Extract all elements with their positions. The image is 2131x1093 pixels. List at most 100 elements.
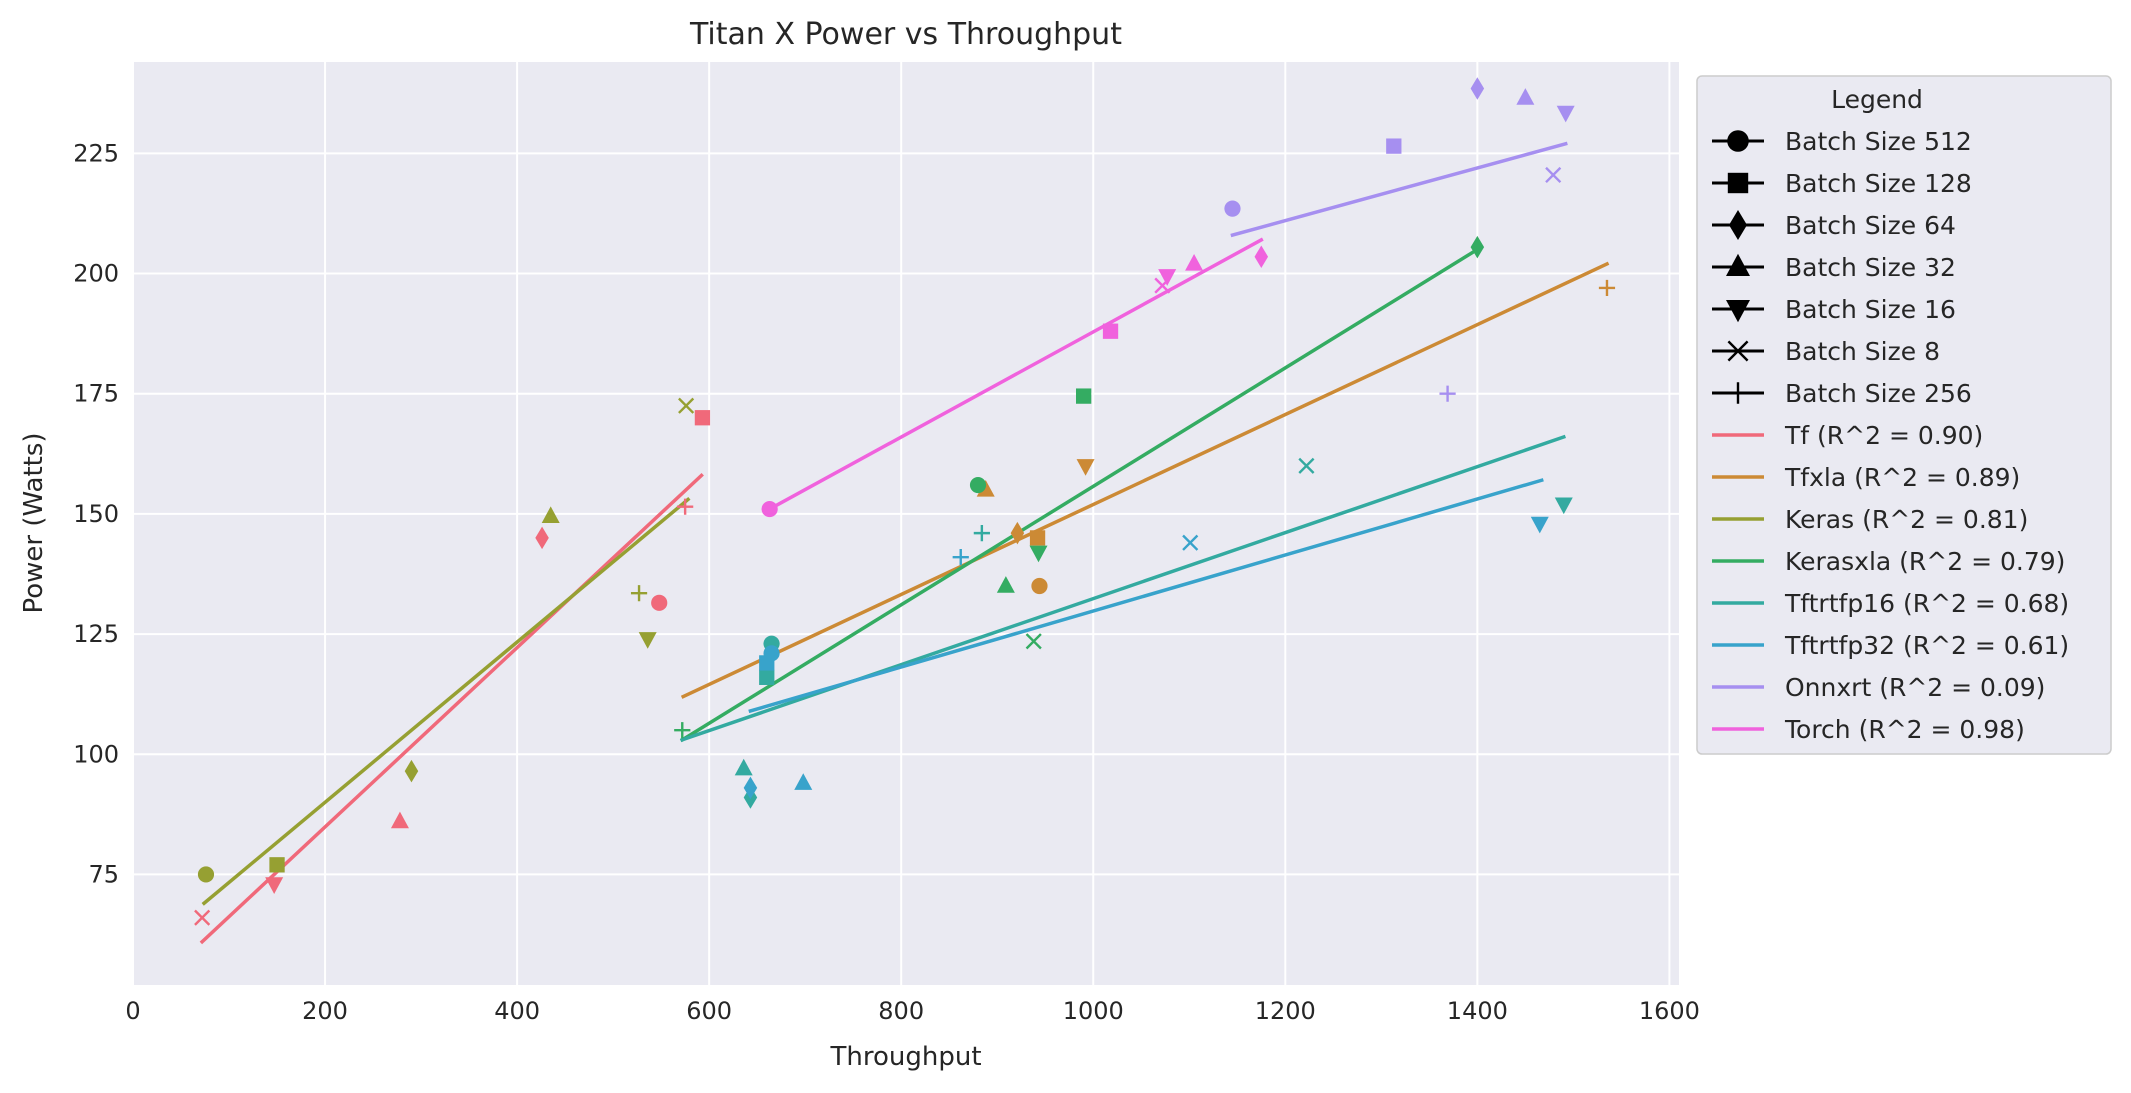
data-point-triangle-down	[1530, 516, 1549, 534]
regression-line	[1230, 141, 1568, 238]
legend-label: Batch Size 128	[1785, 169, 1972, 198]
legend-label: Batch Size 256	[1785, 379, 1972, 408]
legend-box	[1696, 75, 2112, 755]
legend-label: Batch Size 32	[1785, 253, 1956, 282]
data-point-plus	[630, 585, 648, 602]
y-tick-label: 200	[73, 260, 119, 288]
data-point-triangle-up	[794, 773, 813, 790]
legend-label: Keras (R^2 = 0.81)	[1785, 505, 2028, 534]
data-point-square	[694, 410, 711, 426]
data-point-x	[1025, 633, 1042, 650]
data-point-x	[678, 397, 695, 414]
y-tick-label: 75	[88, 860, 119, 888]
data-point-diamond	[404, 759, 419, 783]
y-tick-label: 150	[73, 500, 119, 528]
legend-marker-square	[1727, 172, 1749, 194]
data-point-square	[759, 655, 775, 671]
legend-marker-x	[1727, 340, 1749, 362]
data-point-square	[1102, 323, 1119, 339]
legend-marker-diamond	[1729, 210, 1747, 240]
regression-line	[201, 496, 691, 906]
legend: Legend Batch Size 512 Batch Size 128 Batch…	[1696, 75, 2112, 755]
data-point-diamond	[1470, 235, 1485, 259]
legend-label: Tfxla (R^2 = 0.89)	[1784, 463, 2020, 492]
y-axis-label: Power (Watts)	[19, 432, 49, 613]
y-tick-label: 175	[73, 380, 119, 408]
data-point-circle	[969, 476, 987, 494]
data-point-triangle-down	[1076, 459, 1095, 476]
data-point-triangle-down	[1029, 545, 1048, 563]
data-point-diamond	[743, 776, 758, 800]
y-tick-label: 225	[73, 139, 119, 167]
data-point-diamond	[535, 526, 549, 550]
data-point-square	[1029, 530, 1046, 546]
regression-line	[679, 247, 1480, 743]
data-point-x	[1298, 457, 1315, 474]
data-point-triangle-down	[638, 632, 657, 649]
data-point-triangle-up	[996, 576, 1015, 593]
x-tick-labels: 0 200 400 600 800 1000 1200 1400 1600	[125, 997, 1700, 1025]
data-point-circle	[1224, 200, 1241, 217]
x-tick-label: 800	[878, 997, 924, 1025]
legend-marker-triangle-up	[1726, 253, 1750, 276]
data-point-triangle-up	[734, 758, 753, 776]
legend-label: Tftrtfp16 (R^2 = 0.68)	[1784, 589, 2069, 618]
data-point-x	[1154, 277, 1171, 294]
legend-label: Tftrtfp32 (R^2 = 0.61)	[1784, 631, 2069, 660]
y-tick-label: 100	[73, 740, 119, 768]
data-point-triangle-down	[265, 877, 284, 894]
legend-label: Kerasxla (R^2 = 0.79)	[1785, 547, 2065, 576]
data-point-x	[194, 909, 211, 926]
legend-label: Tf (R^2 = 0.90)	[1784, 421, 1983, 450]
data-point-triangle-up	[1516, 88, 1535, 105]
legend-label: Batch Size 64	[1785, 211, 1956, 240]
legend-marker-circle	[1727, 130, 1749, 152]
data-point-triangle-up	[1185, 254, 1204, 271]
data-point-square	[1386, 138, 1402, 154]
regression-line	[680, 261, 1610, 699]
data-point-triangle-down	[1158, 269, 1177, 286]
data-point-diamond	[1470, 77, 1485, 100]
data-point-square	[269, 857, 285, 873]
data-point-plus	[952, 549, 969, 566]
data-point-x	[1545, 166, 1562, 184]
legend-marker-plus	[1727, 382, 1749, 404]
data-point-x	[1182, 534, 1199, 551]
x-tick-label: 1400	[1447, 997, 1508, 1025]
data-point-plus	[973, 525, 990, 542]
regression-lines	[199, 141, 1610, 945]
x-tick-label: 200	[302, 997, 348, 1025]
y-tick-label: 125	[73, 620, 119, 648]
data-point-plus	[1439, 385, 1456, 402]
legend-label: Batch Size 16	[1785, 295, 1956, 324]
data-point-circle	[651, 594, 668, 611]
x-tick-label: 0	[125, 997, 140, 1025]
x-tick-label: 400	[494, 997, 540, 1025]
data-point-triangle-up	[541, 506, 560, 524]
chart-title: Titan X Power vs Throughput	[689, 17, 1122, 52]
regression-line	[767, 237, 1264, 512]
data-point-diamond	[1010, 521, 1025, 545]
data-point-triangle-down	[1556, 105, 1575, 123]
data-points	[194, 77, 1616, 926]
data-point-plus	[677, 498, 694, 515]
data-point-circle	[761, 500, 778, 518]
x-tick-label: 1200	[1255, 997, 1316, 1025]
x-tick-label: 1600	[1639, 997, 1700, 1025]
data-point-square	[759, 669, 775, 685]
regression-line	[199, 472, 704, 945]
regression-line	[748, 478, 1544, 714]
y-tick-labels: 75 100 125 150 175 200 225	[73, 139, 119, 888]
x-tick-label: 600	[686, 997, 732, 1025]
plot-background	[133, 62, 1679, 985]
data-point-square	[1075, 388, 1092, 404]
data-point-circle	[197, 866, 215, 883]
x-axis-label: Throughput	[829, 1042, 981, 1072]
data-point-triangle-down	[1554, 497, 1573, 515]
legend-label: Batch Size 8	[1785, 337, 1940, 366]
data-point-circle	[1031, 577, 1048, 595]
legend-label: Batch Size 512	[1785, 127, 1972, 156]
data-point-plus	[1598, 279, 1616, 297]
legend-label: Torch (R^2 = 0.98)	[1784, 715, 2025, 744]
